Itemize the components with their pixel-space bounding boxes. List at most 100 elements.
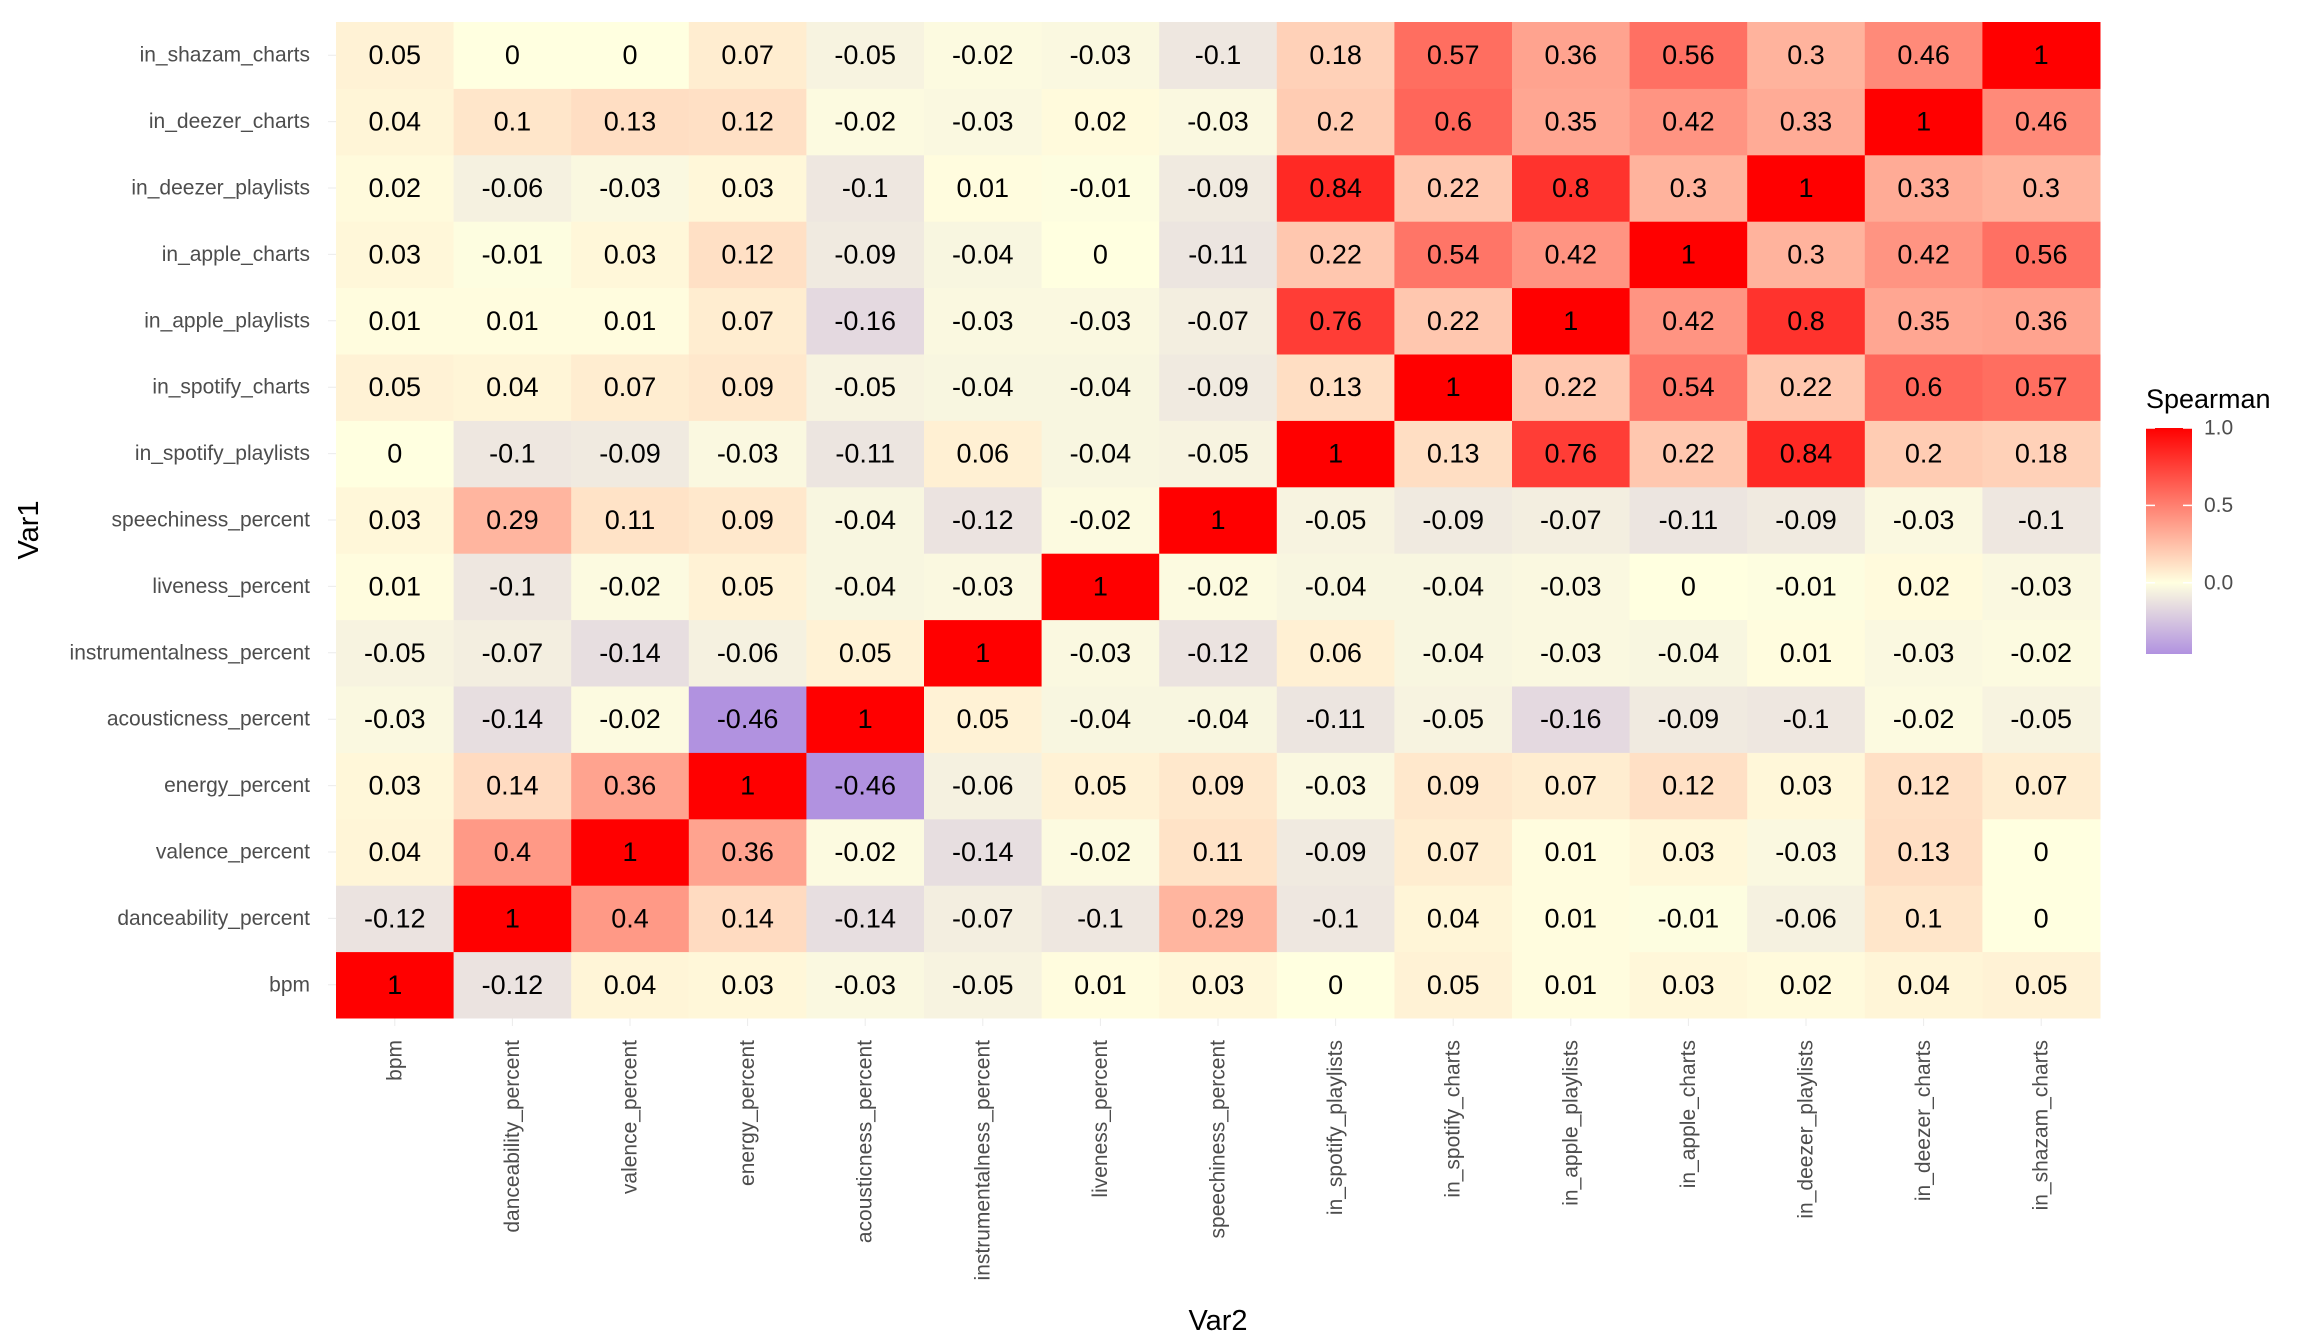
heatmap-cell bbox=[336, 553, 455, 621]
heatmap-cell bbox=[1394, 486, 1513, 554]
cell-value-label: -0.04 bbox=[1305, 571, 1367, 601]
cell-value-label: -0.03 bbox=[1070, 638, 1132, 668]
heatmap-cell bbox=[1747, 619, 1866, 687]
cell-value-label: 1 bbox=[387, 970, 402, 1000]
y-tick-label: in_spotify_playlists bbox=[135, 442, 310, 465]
heatmap-cell bbox=[806, 818, 925, 886]
cell-value-label: 0.04 bbox=[369, 837, 422, 867]
x-tick-label: liveness_percent bbox=[1089, 1040, 1112, 1198]
cell-value-label: -0.04 bbox=[1422, 571, 1484, 601]
heatmap-cell bbox=[336, 354, 455, 421]
heatmap-cell bbox=[336, 22, 455, 89]
heatmap-cell bbox=[336, 818, 455, 886]
cell-value-label: -0.09 bbox=[1422, 505, 1484, 535]
heatmap-cell bbox=[1629, 951, 1748, 1019]
heatmap-cell bbox=[453, 486, 572, 554]
heatmap-cell bbox=[1394, 553, 1513, 621]
cell-value-label: -0.03 bbox=[1893, 638, 1955, 668]
heatmap-cell bbox=[336, 154, 455, 222]
cell-value-label: -0.06 bbox=[717, 638, 779, 668]
heatmap-cell bbox=[1394, 154, 1513, 222]
cell-value-label: 1 bbox=[1446, 372, 1461, 402]
cell-value-label: 0.22 bbox=[1309, 239, 1362, 269]
cell-value-label: 0 bbox=[2034, 903, 2049, 933]
cell-value-label: 0.22 bbox=[1545, 372, 1598, 402]
cell-value-label: 0.04 bbox=[604, 970, 657, 1000]
cell-value-labels: 1 -0.12 0.04 0.03 -0.03 -0.05 0.01 0.03 0 0.05 0.0… bbox=[364, 40, 2072, 1000]
cell-value-label: -0.02 bbox=[599, 571, 661, 601]
heatmap-cell bbox=[571, 486, 690, 554]
heatmap-cell bbox=[453, 420, 572, 488]
cell-value-label: 0.42 bbox=[1662, 306, 1715, 336]
x-tick-label: speechiness_percent bbox=[1207, 1040, 1230, 1239]
heatmap-cell bbox=[688, 486, 807, 554]
heatmap-cell bbox=[571, 420, 690, 488]
heatmap-cell bbox=[571, 287, 690, 355]
heatmap-cell bbox=[1982, 752, 2101, 820]
heatmap-cell bbox=[1276, 553, 1395, 621]
heatmap-cell bbox=[1747, 951, 1866, 1019]
cell-value-label: -0.09 bbox=[1305, 837, 1367, 867]
cell-value-label: 0.18 bbox=[1309, 40, 1362, 70]
heatmap-cell bbox=[1512, 951, 1631, 1019]
cell-value-label: -0.03 bbox=[599, 173, 661, 203]
heatmap-cell bbox=[1629, 154, 1748, 222]
cell-value-label: 1 bbox=[1916, 107, 1931, 137]
heatmap-cell bbox=[1629, 686, 1748, 753]
x-tick-label: in_spotify_charts bbox=[1442, 1040, 1465, 1198]
heatmap-cell bbox=[924, 818, 1043, 886]
heatmap-cell bbox=[453, 752, 572, 820]
y-tick-label: in_deezer_playlists bbox=[131, 177, 310, 200]
cell-value-label: 0.01 bbox=[1545, 837, 1598, 867]
heatmap-cell bbox=[1864, 818, 1983, 886]
cell-value-label: 0.3 bbox=[1670, 173, 1708, 203]
cell-value-label: -0.12 bbox=[364, 903, 426, 933]
y-tick-label: valence_percent bbox=[156, 841, 310, 864]
cell-value-label: 1 bbox=[2034, 40, 2049, 70]
cell-value-label: 0.8 bbox=[1552, 173, 1590, 203]
heatmap-cell bbox=[1041, 154, 1160, 222]
cell-value-label: 0.03 bbox=[1192, 970, 1245, 1000]
heatmap-cell bbox=[1982, 22, 2101, 89]
heatmap-cell bbox=[806, 221, 925, 289]
cell-value-label: 0.01 bbox=[957, 173, 1010, 203]
heatmap-cell bbox=[806, 420, 925, 488]
cell-value-label: 0.13 bbox=[604, 107, 657, 137]
heatmap-cell bbox=[1864, 752, 1983, 820]
cell-value-label: 0.07 bbox=[721, 40, 774, 70]
cell-value-label: 0.13 bbox=[1427, 439, 1480, 469]
cell-value-label: 0.09 bbox=[1427, 771, 1480, 801]
x-tick-label: acousticness_percent bbox=[854, 1040, 877, 1243]
cell-value-label: 0.76 bbox=[1309, 306, 1362, 336]
heatmap-cell bbox=[1982, 486, 2101, 554]
heatmap-cell bbox=[336, 686, 455, 753]
heatmap-cell bbox=[336, 752, 455, 820]
cell-value-label: -0.12 bbox=[1187, 638, 1249, 668]
cell-value-label: -0.06 bbox=[952, 771, 1014, 801]
cell-value-label: 0.29 bbox=[1192, 903, 1245, 933]
cell-value-label: -0.09 bbox=[834, 239, 896, 269]
cell-value-label: 0.56 bbox=[1662, 40, 1715, 70]
cell-value-label: -0.03 bbox=[952, 107, 1014, 137]
heatmap-cell bbox=[1512, 818, 1631, 886]
cell-value-label: -0.03 bbox=[1070, 40, 1132, 70]
heatmap-cell bbox=[1747, 420, 1866, 488]
heatmap-cell bbox=[1276, 818, 1395, 886]
y-tick-label: in_apple_playlists bbox=[144, 309, 310, 332]
cell-value-label: 0.8 bbox=[1787, 306, 1825, 336]
cell-value-label: -0.03 bbox=[1070, 306, 1132, 336]
cell-value-label: -0.12 bbox=[952, 505, 1014, 535]
cell-value-label: -0.03 bbox=[1540, 571, 1602, 601]
heatmap-cell bbox=[1276, 287, 1395, 355]
cell-value-label: -0.03 bbox=[2010, 571, 2072, 601]
cell-value-label: -0.1 bbox=[1783, 704, 1830, 734]
cell-value-label: -0.01 bbox=[1070, 173, 1132, 203]
cell-value-label: 0.03 bbox=[1780, 771, 1833, 801]
heatmap-cell bbox=[1747, 818, 1866, 886]
cell-value-label: 0.22 bbox=[1427, 306, 1480, 336]
cell-value-label: 0.01 bbox=[486, 306, 539, 336]
cell-value-label: -0.09 bbox=[1658, 704, 1720, 734]
heatmap-cell bbox=[571, 154, 690, 222]
cell-value-label: 0.42 bbox=[1897, 239, 1950, 269]
